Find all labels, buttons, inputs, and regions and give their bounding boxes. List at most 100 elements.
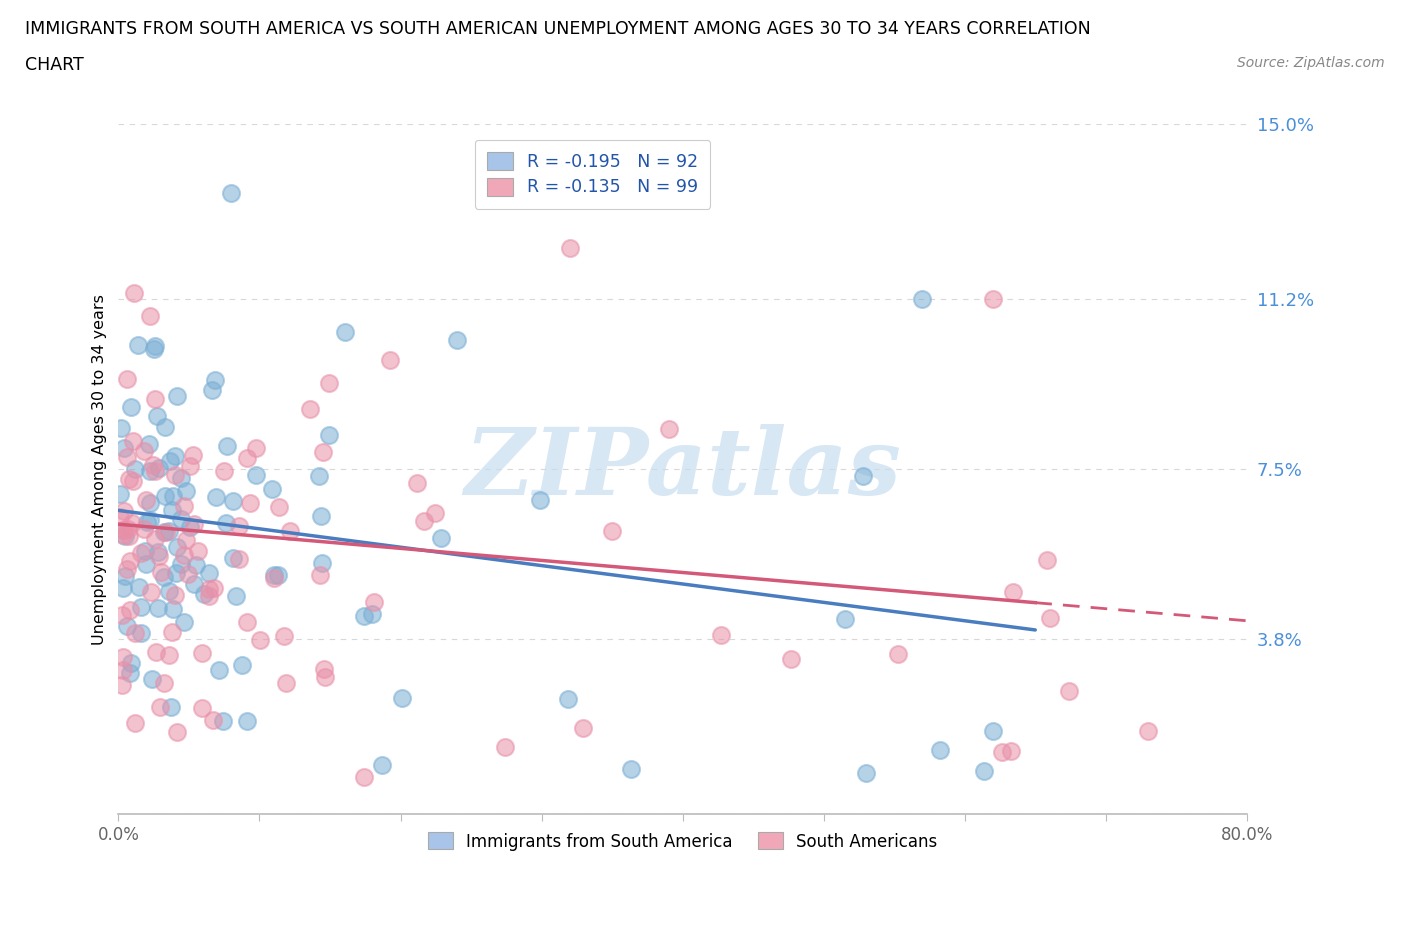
Point bbox=[112, 527, 135, 542]
Point bbox=[111, 650, 134, 665]
Point bbox=[162, 602, 184, 617]
Point bbox=[174, 484, 197, 498]
Point bbox=[127, 338, 149, 352]
Point bbox=[361, 606, 384, 621]
Point bbox=[124, 625, 146, 640]
Point bbox=[139, 496, 162, 511]
Point bbox=[155, 525, 177, 539]
Point bbox=[263, 567, 285, 582]
Point bbox=[141, 671, 163, 686]
Point bbox=[204, 372, 226, 387]
Point bbox=[138, 437, 160, 452]
Point bbox=[118, 472, 141, 486]
Point bbox=[274, 675, 297, 690]
Text: IMMIGRANTS FROM SOUTH AMERICA VS SOUTH AMERICAN UNEMPLOYMENT AMONG AGES 30 TO 34: IMMIGRANTS FROM SOUTH AMERICA VS SOUTH A… bbox=[25, 20, 1091, 38]
Point bbox=[148, 549, 170, 564]
Point bbox=[262, 481, 284, 496]
Point bbox=[143, 463, 166, 478]
Point bbox=[231, 658, 253, 672]
Point bbox=[153, 419, 176, 434]
Point bbox=[183, 516, 205, 531]
Point bbox=[318, 376, 340, 391]
Point bbox=[425, 506, 447, 521]
Point bbox=[160, 502, 183, 517]
Point bbox=[135, 493, 157, 508]
Point bbox=[111, 662, 134, 677]
Point bbox=[114, 568, 136, 583]
Point bbox=[852, 469, 875, 484]
Point bbox=[391, 690, 413, 705]
Point bbox=[430, 530, 453, 545]
Point bbox=[120, 400, 142, 415]
Point bbox=[228, 519, 250, 534]
Point bbox=[112, 503, 135, 518]
Point bbox=[146, 408, 169, 423]
Point bbox=[155, 488, 177, 503]
Point bbox=[149, 565, 172, 580]
Point bbox=[117, 562, 139, 577]
Point bbox=[314, 661, 336, 676]
Point bbox=[163, 588, 186, 603]
Point bbox=[1036, 552, 1059, 567]
Point bbox=[117, 371, 139, 386]
Point bbox=[165, 467, 187, 482]
Point bbox=[446, 333, 468, 348]
Point bbox=[143, 532, 166, 547]
Point bbox=[146, 545, 169, 560]
Point bbox=[118, 553, 141, 568]
Point bbox=[176, 533, 198, 548]
Point bbox=[136, 514, 159, 529]
Point bbox=[600, 524, 623, 538]
Point bbox=[124, 461, 146, 476]
Point bbox=[314, 670, 336, 684]
Point bbox=[191, 700, 214, 715]
Legend: Immigrants from South America, South Americans: Immigrants from South America, South Ame… bbox=[422, 826, 943, 857]
Point bbox=[263, 571, 285, 586]
Point bbox=[225, 589, 247, 604]
Point bbox=[236, 614, 259, 629]
Point bbox=[166, 388, 188, 403]
Point bbox=[1039, 611, 1062, 626]
Point bbox=[658, 422, 681, 437]
Point bbox=[333, 325, 356, 339]
Point bbox=[236, 451, 259, 466]
Point bbox=[183, 577, 205, 591]
Point bbox=[143, 339, 166, 353]
Point bbox=[159, 454, 181, 469]
Point bbox=[405, 475, 427, 490]
Point bbox=[179, 458, 201, 473]
Point bbox=[990, 744, 1012, 759]
Point bbox=[228, 551, 250, 566]
Point bbox=[138, 464, 160, 479]
Point bbox=[245, 440, 267, 455]
Point bbox=[222, 551, 245, 565]
Point bbox=[212, 714, 235, 729]
Point bbox=[166, 724, 188, 739]
Point bbox=[299, 402, 322, 417]
Point bbox=[318, 428, 340, 443]
Point bbox=[184, 558, 207, 573]
Point bbox=[170, 557, 193, 572]
Point bbox=[235, 713, 257, 728]
Point bbox=[120, 665, 142, 680]
Point bbox=[311, 556, 333, 571]
Point bbox=[112, 523, 135, 538]
Point bbox=[779, 652, 801, 667]
Point bbox=[245, 468, 267, 483]
Point bbox=[177, 567, 200, 582]
Point bbox=[886, 646, 908, 661]
Point bbox=[855, 766, 877, 781]
Point bbox=[157, 647, 180, 662]
Point bbox=[222, 494, 245, 509]
Point bbox=[353, 769, 375, 784]
Point bbox=[145, 644, 167, 659]
Point bbox=[710, 628, 733, 643]
Point bbox=[928, 743, 950, 758]
Point bbox=[129, 546, 152, 561]
Point bbox=[108, 510, 131, 525]
Point bbox=[202, 713, 225, 728]
Point bbox=[973, 764, 995, 778]
Point bbox=[112, 523, 135, 538]
Point bbox=[120, 656, 142, 671]
Point bbox=[141, 458, 163, 472]
